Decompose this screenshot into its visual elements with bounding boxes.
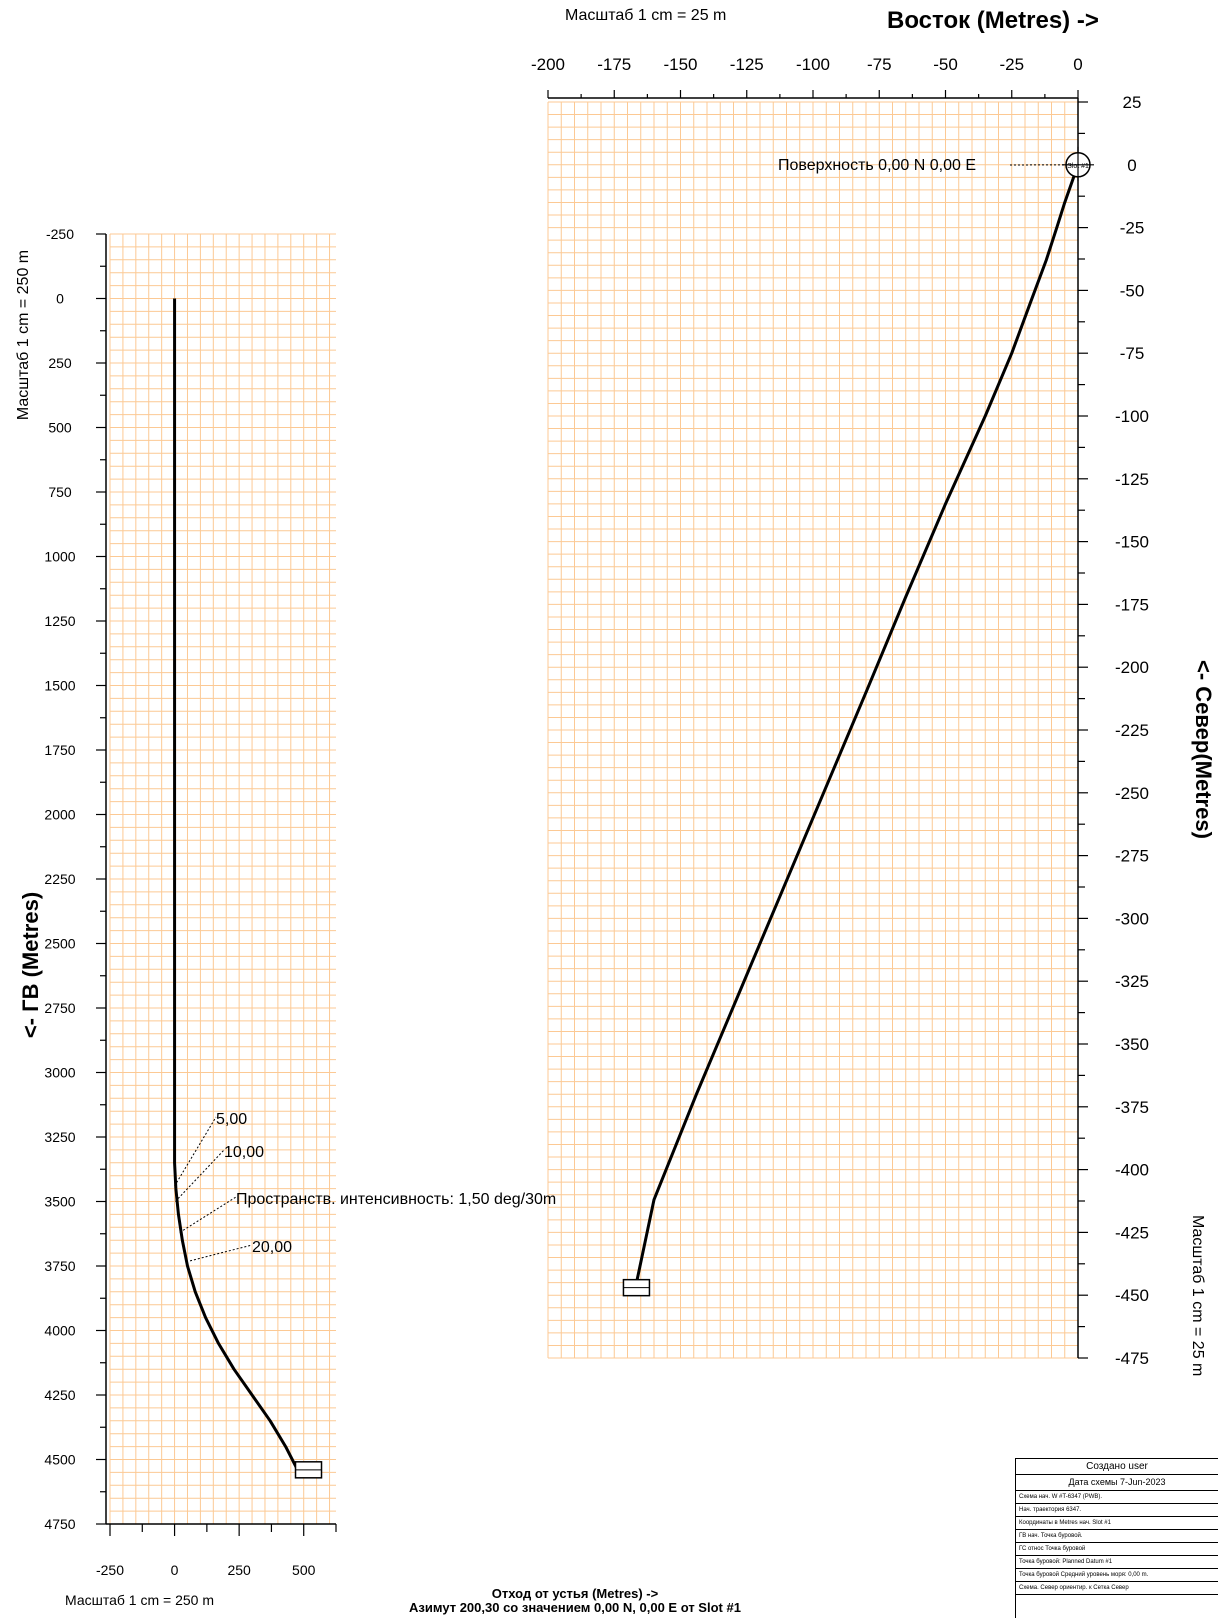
x-tick-label: 250	[227, 1562, 251, 1578]
info-row: Координаты в Metres нач. Slot #1	[1016, 1517, 1218, 1530]
x-tick-label: 0	[1073, 55, 1082, 74]
section-annotation: Пространств. интенсивность: 1,50 deg/30m	[236, 1191, 556, 1208]
y-tick-label: 3500	[44, 1194, 75, 1210]
y-tick-label: 0	[56, 291, 64, 307]
y-tick-label: 0	[1127, 156, 1136, 175]
y-tick-label: 2000	[44, 807, 75, 823]
y-tick-label: -300	[1115, 909, 1149, 928]
section-x-axis-title: Отход от устья (Metres) ->	[492, 1586, 659, 1601]
y-tick-label: 2250	[44, 871, 75, 887]
x-tick-label: 0	[171, 1562, 179, 1578]
section-view-grid	[109, 233, 336, 1525]
y-tick-label: -25	[1120, 219, 1145, 238]
x-tick-label: -75	[867, 55, 892, 74]
x-tick-label: -125	[730, 55, 764, 74]
y-tick-label: -150	[1115, 533, 1149, 552]
y-tick-label: -75	[1120, 344, 1145, 363]
x-tick-label: 500	[292, 1562, 316, 1578]
y-tick-label: -375	[1115, 1098, 1149, 1117]
annotation-leader	[189, 1244, 253, 1262]
info-row: Точка буровой: Planned Datum #1	[1016, 1556, 1218, 1569]
y-tick-label: 250	[48, 355, 72, 371]
info-row: Точка буровой Средний уровень моря: 0,00…	[1016, 1569, 1218, 1582]
y-tick-label: -450	[1115, 1286, 1149, 1305]
y-tick-label: 4500	[44, 1452, 75, 1468]
x-tick-label: -175	[597, 55, 631, 74]
plan-scale-note: Масштаб 1 cm = 25 m	[565, 7, 726, 24]
plan-y-axis-title: <- Север(Metres)	[1191, 660, 1216, 839]
section-x-axis-subtitle: Азимут 200,30 со значением 0,00 N, 0,00 …	[409, 1600, 741, 1615]
section-vertical-scale-note: Масштаб 1 cm = 250 m	[15, 250, 32, 420]
x-tick-label: -150	[663, 55, 697, 74]
section-bottom-scale-note: Масштаб 1 cm = 250 m	[65, 1592, 214, 1608]
y-tick-label: 3750	[44, 1258, 75, 1274]
info-row: Схема. Север ориентир. к Сетка Север	[1016, 1582, 1218, 1595]
section-annotation: 5,00	[216, 1111, 247, 1128]
plan-view-grid	[547, 101, 1079, 1359]
info-row: ГС относ Точка буровой	[1016, 1543, 1218, 1556]
x-tick-label: -100	[796, 55, 830, 74]
surface-annotation: Поверхность 0,00 N 0,00 E	[778, 157, 976, 174]
x-tick-label: -50	[933, 55, 958, 74]
plan-view-axes: -200 -175 -150 -125 -100 -75 -50 -25 0250-25-50-…	[531, 55, 1149, 1368]
section-annotation: 20,00	[252, 1239, 292, 1256]
y-tick-label: 750	[48, 484, 72, 500]
y-tick-label: 3000	[44, 1065, 75, 1081]
y-tick-label: 4250	[44, 1387, 75, 1403]
y-tick-label: 4000	[44, 1323, 75, 1339]
annotation-leader	[179, 1196, 237, 1233]
y-tick-label: 1250	[44, 613, 75, 629]
y-tick-label: -475	[1115, 1349, 1149, 1368]
section-view-axes: -250 0 250 500 750 1000 1250 1500 1750 2000 2250 25…	[44, 226, 337, 1578]
trajectory-line-plan	[633, 164, 1080, 1288]
slot-marker-label: Slot #1	[1067, 163, 1089, 170]
section-view-trajectory	[173, 298, 323, 1479]
x-tick-label: -200	[531, 55, 565, 74]
plan-right-scale-note: Масштаб 1 cm = 25 m	[1189, 1215, 1206, 1376]
y-tick-label: 2500	[44, 936, 75, 952]
y-tick-label: -400	[1115, 1161, 1149, 1180]
x-tick-label: -250	[96, 1562, 124, 1578]
section-annotation: 10,00	[224, 1144, 264, 1161]
y-tick-label: 500	[48, 420, 72, 436]
y-tick-label: -125	[1115, 470, 1149, 489]
y-tick-label: -350	[1115, 1035, 1149, 1054]
y-tick-label: 25	[1123, 93, 1142, 112]
section-y-axis-title: <- ГВ (Metres)	[18, 892, 43, 1038]
chart-labels: Поверхность 0,00 N 0,00 E Масштаб 1 cm = …	[15, 7, 1216, 1615]
y-tick-label: -50	[1120, 281, 1145, 300]
info-row: ГВ нач. Точка буровой.	[1016, 1530, 1218, 1543]
plan-x-axis-title: Восток (Metres) ->	[887, 7, 1099, 34]
annotation-leader	[174, 1116, 217, 1187]
y-tick-label: -250	[1115, 784, 1149, 803]
y-tick-label: -175	[1115, 595, 1149, 614]
y-tick-label: 1750	[44, 742, 75, 758]
info-created-by: Создано user	[1016, 1459, 1218, 1475]
info-row: Схема нач. W #T-6347 (PWB).	[1016, 1491, 1218, 1504]
y-tick-label: -425	[1115, 1223, 1149, 1242]
info-chart-date: Дата схемы 7-Jun-2023	[1016, 1475, 1218, 1491]
y-tick-label: -275	[1115, 847, 1149, 866]
trajectory-line-section	[173, 298, 299, 1471]
y-tick-label: 4750	[44, 1516, 75, 1532]
y-tick-label: 1000	[44, 549, 75, 565]
y-tick-label: -250	[46, 226, 74, 242]
y-tick-label: -100	[1115, 407, 1149, 426]
y-tick-label: -225	[1115, 721, 1149, 740]
info-box: Создано user Дата схемы 7-Jun-2023 Схема…	[1015, 1458, 1218, 1618]
x-tick-label: -25	[999, 55, 1024, 74]
info-row: Нач. траектория 6347.	[1016, 1504, 1218, 1517]
y-tick-label: 1500	[44, 678, 75, 694]
y-tick-label: -325	[1115, 972, 1149, 991]
y-tick-label: -200	[1115, 658, 1149, 677]
y-tick-label: 3250	[44, 1129, 75, 1145]
plan-view-trajectory: Slot #1	[622, 146, 1094, 1297]
y-tick-label: 2750	[44, 1000, 75, 1016]
